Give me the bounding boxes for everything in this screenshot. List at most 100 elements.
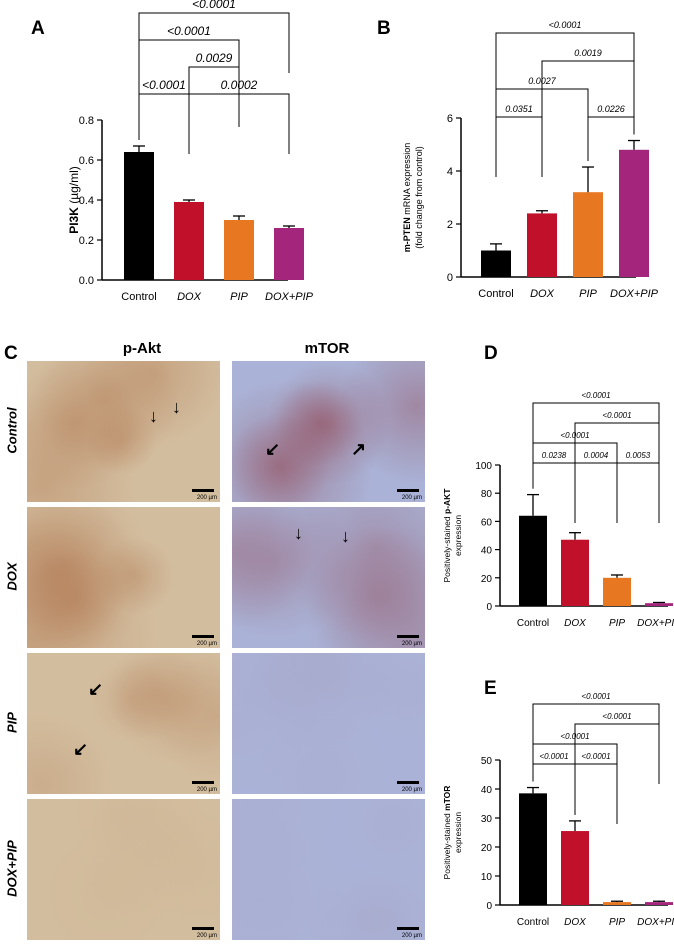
row-label-dox-pip: DOX+PIP	[4, 840, 20, 897]
y-tick-label: 60	[481, 517, 493, 528]
p-value-label: 0.0238	[542, 451, 567, 460]
p-value-label: <0.0001	[142, 78, 186, 92]
scale-bar	[192, 635, 214, 638]
category-label: DOX	[177, 291, 202, 303]
y-tick-label: 80	[481, 489, 493, 500]
chart-b-pten: 0 2 4 6 Control DOX PIP DOX+PIP <0.0001 0.0019 0.0…	[402, 20, 659, 300]
arrow-marker: ↓	[149, 406, 158, 426]
column-header-pakt: p-Akt	[122, 340, 162, 357]
significance-bracket	[495, 116, 543, 177]
p-value-label: <0.0001	[581, 391, 610, 400]
bar	[645, 902, 673, 905]
bar	[573, 192, 603, 277]
y-axis-label: m-PTEN mRNA expression	[402, 143, 412, 253]
arrow-marker: ↙	[265, 439, 281, 459]
scale-bar	[192, 489, 214, 492]
p-value-label: 0.0004	[584, 451, 609, 460]
y-tick-label: 0.0	[79, 275, 94, 287]
category-label: PIP	[579, 288, 597, 300]
bar	[174, 202, 204, 280]
scale-bar-label: 200 µm	[401, 933, 422, 939]
y-axis-label-line2: expression	[453, 515, 463, 556]
chart-d-pakt: 0 20 40 60 80 100 Control DOX PIP DOX+PIP <0.0001 <…	[442, 391, 674, 629]
significance-bracket	[532, 462, 576, 523]
p-value-label: <0.0001	[549, 20, 582, 30]
bar	[124, 152, 154, 280]
significance-bracket	[188, 93, 290, 154]
scale-bar	[192, 781, 214, 784]
scale-bar	[192, 927, 214, 930]
arrow-marker: ↗	[351, 439, 367, 459]
y-tick-label: 0.2	[79, 235, 94, 247]
category-label: Control	[121, 291, 156, 303]
chart-e-mtor: 0 10 20 30 40 50 Control DOX PIP DOX+PIP <0.0001 <0…	[442, 692, 674, 928]
category-label: PIP	[609, 917, 625, 928]
chart-a-pi3k: 0.0 0.2 0.4 0.6 0.8 Control DOX PIP DOX+PIP <0.00…	[67, 0, 314, 303]
scale-bar-label: 200 µm	[196, 641, 217, 647]
category-label: DOX+PIP	[637, 618, 674, 629]
p-value-label: 0.0226	[597, 104, 625, 114]
p-value-label: <0.0001	[560, 431, 589, 440]
y-tick-label: 20	[481, 574, 493, 585]
significance-bracket	[138, 93, 190, 154]
p-value-label: <0.0001	[602, 712, 631, 721]
y-tick-label: 6	[447, 113, 453, 125]
y-tick-label: 0.8	[79, 115, 94, 127]
y-tick-label: 0	[447, 272, 453, 284]
y-axis-label: PI3K (µg/ml)	[67, 166, 81, 234]
y-tick-label: 0	[486, 901, 492, 912]
p-value-label: <0.0001	[167, 24, 211, 38]
micrograph-mtor-control: 200 µm	[232, 361, 425, 502]
p-value-label: <0.0001	[539, 752, 568, 761]
bar	[603, 577, 631, 606]
bar	[519, 793, 547, 905]
p-value-label: 0.0053	[626, 451, 651, 460]
y-tick-label: 0	[486, 602, 492, 613]
scale-bar-label: 200 µm	[196, 933, 217, 939]
column-header-mtor: mTOR	[304, 340, 350, 357]
micrograph-pakt-dox: 200 µm	[27, 507, 220, 648]
y-tick-label: 0.4	[79, 195, 94, 207]
arrow-marker: ↓	[172, 397, 181, 417]
bar	[519, 515, 547, 606]
significance-bracket	[495, 32, 635, 93]
micrograph-mtor-dox-pip: 200 µm	[232, 799, 425, 940]
bar	[561, 539, 589, 606]
y-axis-label: Positively-stained mTOR	[442, 786, 452, 880]
p-value-label: <0.0001	[581, 692, 610, 701]
y-tick-label: 4	[447, 166, 453, 178]
y-axis-label: Positively-stained p-AKT	[442, 488, 452, 583]
micrograph-mtor-dox: 200 µm	[232, 507, 425, 648]
micrograph-pakt-dox-pip: 200 µm	[27, 799, 220, 940]
p-value-label: 0.0029	[196, 51, 233, 65]
p-value-label: <0.0001	[602, 411, 631, 420]
scale-bar	[397, 781, 419, 784]
significance-bracket	[574, 422, 660, 483]
p-value-label: <0.0001	[560, 732, 589, 741]
panel-label-d: D	[484, 343, 498, 364]
significance-bracket	[574, 763, 618, 824]
micrograph-mtor-pip: 200 µm	[232, 653, 425, 794]
y-tick-label: 2	[447, 219, 453, 231]
scale-bar-label: 200 µm	[196, 495, 217, 501]
p-value-label: 0.0351	[505, 104, 533, 114]
bar	[561, 831, 589, 905]
scale-bar	[397, 489, 419, 492]
category-label: DOX+PIP	[637, 917, 674, 928]
category-label: Control	[478, 288, 513, 300]
y-tick-label: 50	[481, 756, 493, 767]
bar	[645, 603, 673, 606]
scale-bar	[397, 635, 419, 638]
bar	[603, 902, 631, 905]
category-label: PIP	[230, 291, 248, 303]
significance-bracket	[541, 60, 635, 121]
significance-bracket	[587, 116, 635, 162]
category-label: DOX+PIP	[265, 291, 314, 303]
category-label: Control	[517, 917, 549, 928]
y-tick-label: 100	[475, 461, 492, 472]
arrow-marker: ↙	[88, 679, 104, 699]
p-value-label: 0.0019	[574, 48, 602, 58]
scale-bar-label: 200 µm	[401, 641, 422, 647]
y-tick-label: 20	[481, 843, 493, 854]
y-axis-label-line2: (fold change from control)	[414, 146, 424, 249]
